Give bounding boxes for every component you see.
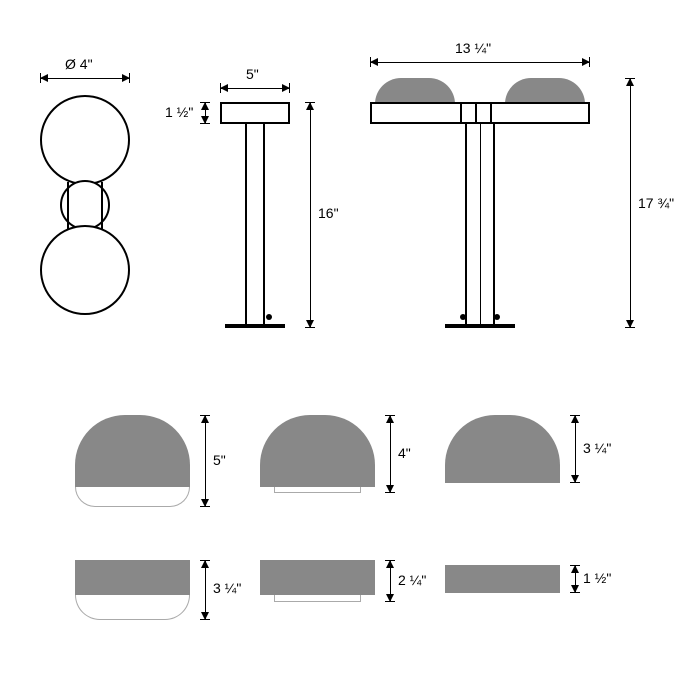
cap5-label: 2 ¼" (398, 572, 426, 588)
top-circle (40, 95, 130, 185)
cap-height-label: 1 ½" (165, 104, 193, 120)
base-dot-l (460, 314, 466, 320)
dome-left (375, 78, 455, 104)
base-double (445, 324, 515, 328)
height-label-single: 16" (318, 205, 339, 221)
base-single (225, 324, 285, 328)
bottom-circle (40, 225, 130, 315)
dim-line-diameter (40, 78, 130, 79)
width-label-double: 13 ¼" (455, 40, 491, 56)
width-label: 5" (246, 66, 259, 82)
pole-single (245, 124, 265, 324)
cap1-label: 5" (213, 452, 226, 468)
base-dot-r (494, 314, 500, 320)
dim-cap-height (205, 102, 206, 124)
cap6-label: 1 ½" (583, 570, 611, 586)
base-dot (266, 314, 272, 320)
cap-rect (220, 102, 290, 124)
technical-drawing: Ø 4" 5" 1 ½" 16" 13 (0, 0, 700, 700)
cap-rect-double (370, 102, 590, 124)
dome-right (505, 78, 585, 104)
cap3-label: 3 ¼" (583, 440, 611, 456)
dim-line-width-double (370, 62, 590, 63)
cap4-label: 3 ¼" (213, 580, 241, 596)
dim-height-double (630, 78, 631, 328)
connector-line (67, 182, 69, 230)
height-label-double: 17 ¾" (638, 195, 674, 211)
pole-double (465, 124, 495, 324)
dim-height-single (310, 102, 311, 328)
cap2-label: 4" (398, 445, 411, 461)
dim-line-width (220, 88, 290, 89)
diameter-label: Ø 4" (65, 56, 93, 72)
connector-line (101, 182, 103, 230)
